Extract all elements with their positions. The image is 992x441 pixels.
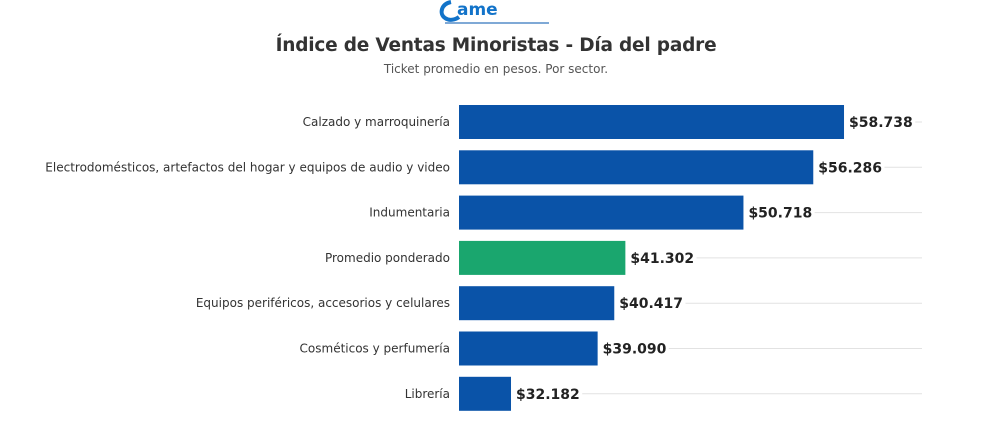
value-label: $56.286: [818, 160, 882, 176]
bar: [459, 331, 598, 366]
logo-wordmark: ame: [457, 0, 498, 20]
category-label: Librería: [405, 387, 450, 401]
value-label: $58.738: [849, 115, 913, 131]
value-label: $32.182: [516, 387, 580, 403]
category-label: Equipos periféricos, accesorios y celula…: [196, 296, 450, 310]
value-label: $39.090: [603, 342, 667, 358]
category-label: Electrodomésticos, artefactos del hogar …: [45, 160, 450, 174]
logo-tagline-mark: [445, 22, 549, 24]
category-label: Indumentaria: [369, 206, 450, 220]
bar: [459, 150, 814, 185]
bar: [459, 376, 512, 411]
category-label: Promedio ponderado: [325, 251, 450, 265]
came-logo: ame: [439, 0, 549, 24]
value-label: $40.417: [619, 296, 683, 312]
category-label: Cosméticos y perfumería: [300, 342, 450, 356]
category-label: Calzado y marroquinería: [303, 115, 450, 129]
bar-average: [459, 240, 626, 275]
chart-title: Índice de Ventas Minoristas - Día del pa…: [275, 35, 717, 56]
bar: [459, 286, 615, 321]
value-label: $50.718: [748, 206, 812, 222]
bar: [459, 105, 845, 139]
bar: [459, 195, 744, 230]
logo-swoosh: [439, 0, 461, 22]
chart-subtitle: Ticket promedio en pesos. Por sector.: [383, 62, 609, 76]
value-label: $41.302: [630, 251, 694, 267]
